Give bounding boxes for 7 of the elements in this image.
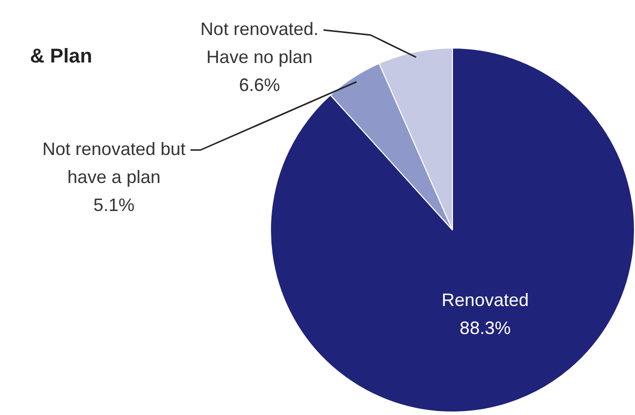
slice-label: Not renovated. Have no plan — [200, 18, 319, 67]
slice-label: Renovated — [442, 290, 529, 310]
slice-label: Not renovated but have a plan — [42, 138, 186, 187]
text: & Plan — [30, 46, 92, 68]
data-label: 6.6% — [238, 74, 280, 95]
data-label: 88.3% — [460, 318, 511, 338]
data-label: 5.1% — [93, 194, 134, 215]
